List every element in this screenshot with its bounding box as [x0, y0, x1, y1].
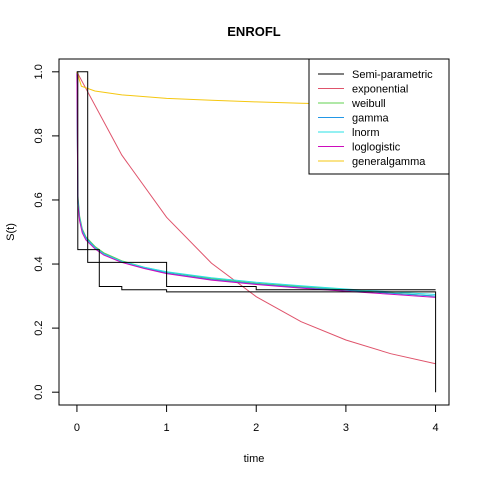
- y-tick-label: 0.8: [33, 128, 45, 143]
- chart-title: ENROFL: [227, 24, 281, 39]
- x-tick-label: 4: [432, 422, 438, 434]
- y-tick-label: 0.4: [33, 256, 45, 271]
- x-tick-label: 1: [164, 422, 170, 434]
- x-tick-label: 3: [343, 422, 349, 434]
- y-tick-label: 0.2: [33, 320, 45, 335]
- x-axis: 0 1 2 3 4: [74, 404, 439, 434]
- legend-label: exponential: [352, 84, 408, 96]
- y-axis-label: S(t): [5, 223, 17, 241]
- series-line-semi-parametric: [76, 71, 437, 393]
- series-line-exponential: [76, 71, 436, 365]
- series-line-semi-parametric-band: [77, 71, 436, 291]
- y-tick-label: 0.6: [33, 192, 45, 207]
- legend-label: generalgamma: [352, 156, 426, 168]
- y-tick-label: 0.0: [33, 385, 45, 400]
- legend-label: loglogistic: [352, 142, 401, 154]
- legend-label: lnorm: [352, 127, 380, 139]
- legend-label: Semi-parametric: [352, 69, 433, 81]
- x-axis-label: time: [244, 453, 265, 465]
- y-tick-label: 1.0: [33, 64, 45, 79]
- legend-label: weibull: [351, 98, 386, 110]
- legend-label: gamma: [352, 113, 390, 125]
- y-axis: 0.0 0.2 0.4 0.6 0.8 1.0: [33, 64, 60, 400]
- legend-box: [308, 58, 450, 175]
- legend: Semi-parametric exponential weibull gamma ln…: [308, 58, 450, 175]
- x-tick-label: 2: [253, 422, 259, 434]
- x-tick-label: 0: [74, 422, 80, 434]
